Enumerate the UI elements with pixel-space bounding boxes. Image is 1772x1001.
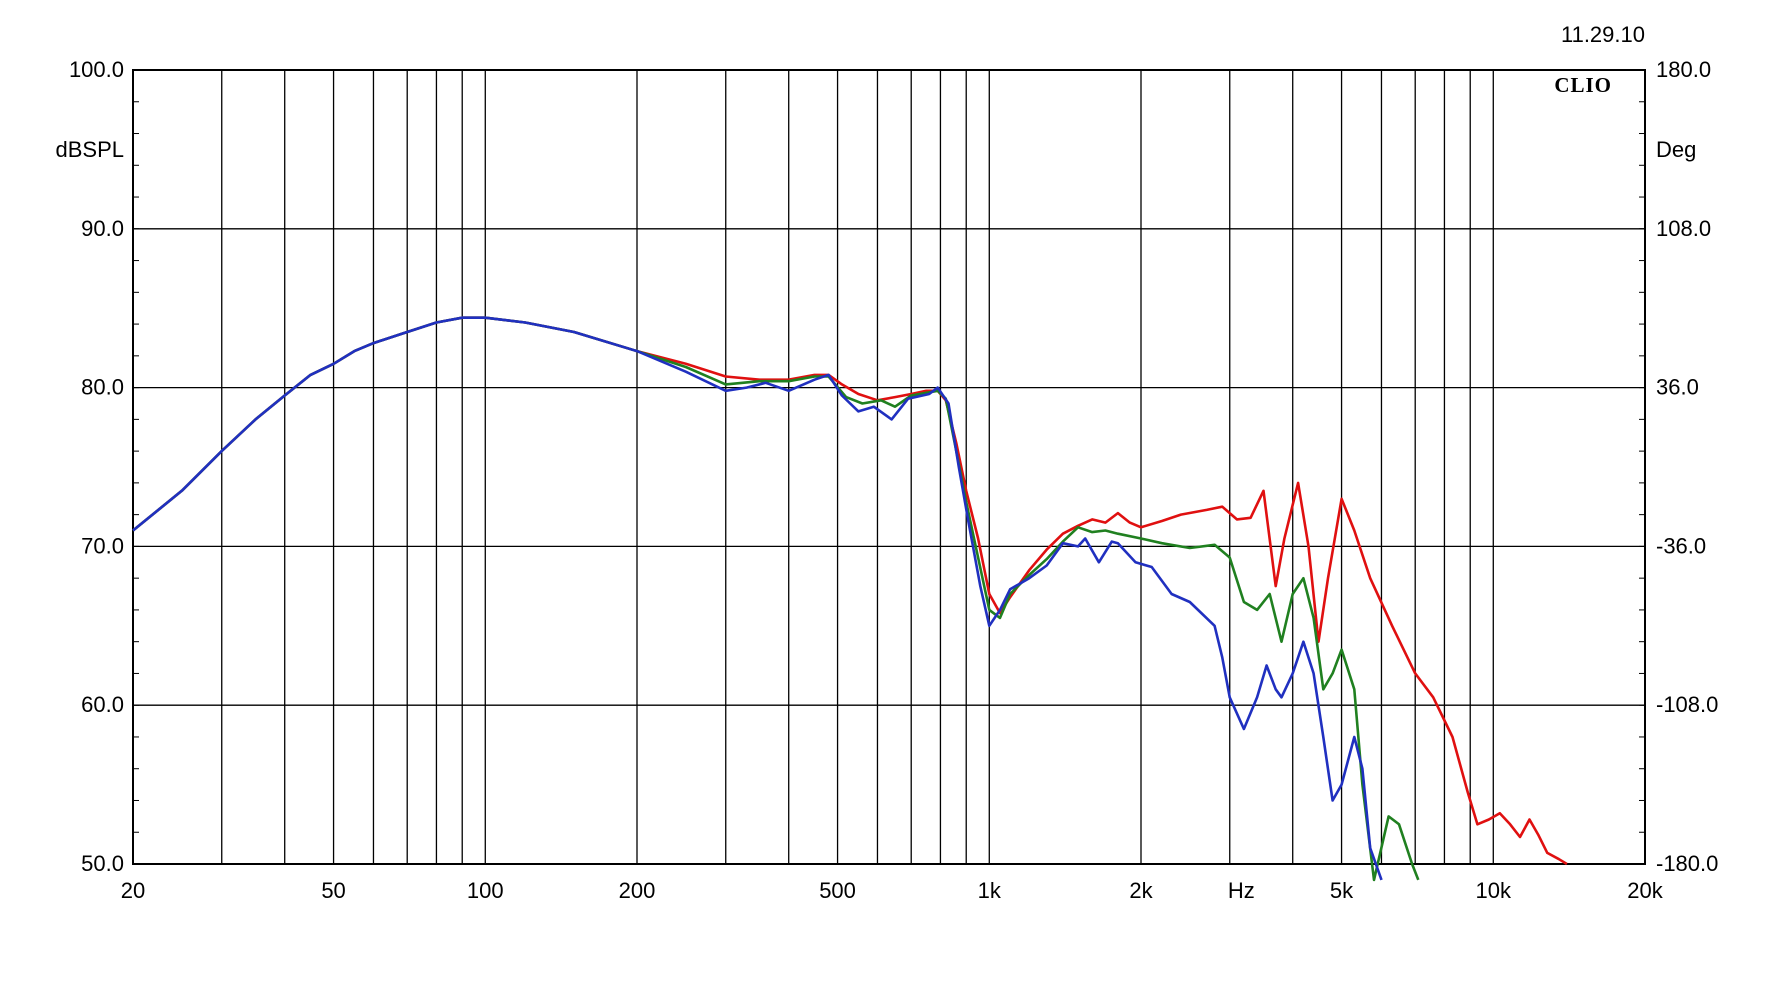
y2-tick-label: 180.0: [1656, 57, 1711, 82]
y2-tick-labels: 180.0 108.0 36.0 -36.0 -108.0 -180.0: [1656, 57, 1718, 876]
series-line-3: [132, 316, 1383, 881]
y-tick-label: 80.0: [81, 375, 124, 400]
y2-tick-label: -108.0: [1656, 692, 1718, 717]
y-tick-label: 60.0: [81, 692, 124, 717]
x-tick-label: 2k: [1129, 878, 1153, 903]
y-tick-label: 100.0: [69, 57, 124, 82]
y2-tick-label: 36.0: [1656, 375, 1699, 400]
y2-tick-label: 108.0: [1656, 216, 1711, 241]
x-tick-label: 500: [819, 878, 856, 903]
x-tick-label: 10k: [1476, 878, 1512, 903]
clio-logo: CLIO: [1554, 73, 1612, 97]
x-tick-label: 50: [321, 878, 345, 903]
y-tick-label: 50.0: [81, 851, 124, 876]
x-tick-label: 20k: [1627, 878, 1663, 903]
y2-tick-label: -36.0: [1656, 533, 1706, 558]
x-tick-labels: 20 50 100 200 500 1k 2k 5k 10k 20k Hz: [121, 878, 1664, 903]
x-tick-label: 20: [121, 878, 145, 903]
y-axis-label: dBSPL: [56, 137, 125, 162]
y-tick-label: 70.0: [81, 533, 124, 558]
y-tick-label: 90.0: [81, 216, 124, 241]
date-stamp: 11.29.10: [1561, 22, 1645, 47]
x-tick-label: 100: [467, 878, 504, 903]
y2-axis-label: Deg: [1656, 137, 1696, 162]
plot-frame: [132, 69, 1646, 865]
major-gridlines: [133, 70, 1645, 864]
series-layer: [132, 316, 1568, 882]
y2-tick-label: -180.0: [1656, 851, 1718, 876]
series-line-2: [132, 316, 1420, 882]
x-tick-label: 1k: [978, 878, 1002, 903]
y-tick-labels: 100.0 90.0 80.0 70.0 60.0 50.0: [69, 57, 124, 876]
x-axis-label: Hz: [1228, 878, 1255, 903]
minor-gridlines: [133, 69, 1645, 865]
x-tick-label: 200: [619, 878, 656, 903]
x-tick-label: 5k: [1330, 878, 1354, 903]
